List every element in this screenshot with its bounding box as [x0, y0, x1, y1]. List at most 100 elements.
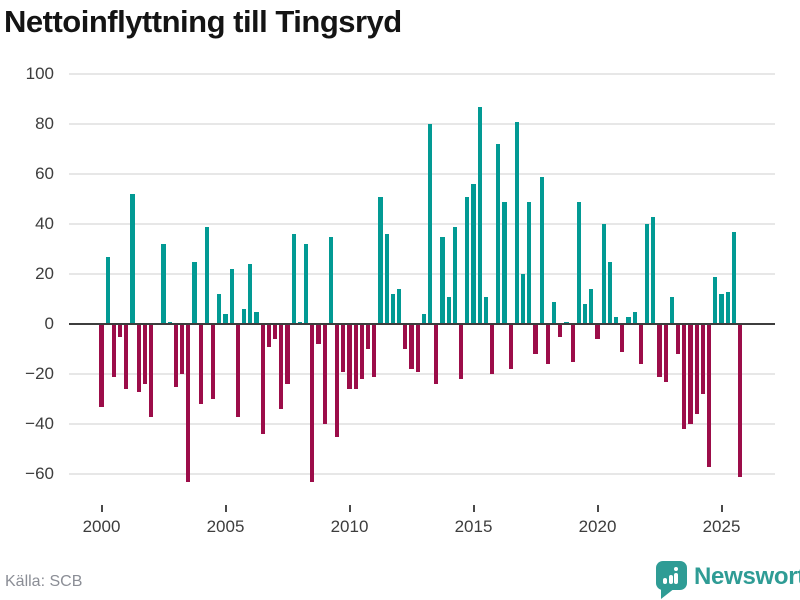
positive-bar: [731, 231, 737, 324]
gridline: [69, 473, 775, 475]
negative-bar: [365, 324, 371, 349]
negative-bar: [285, 324, 290, 384]
negative-bar: [415, 324, 420, 372]
negative-bar: [700, 324, 706, 394]
y-axis-tick-label: −40: [25, 414, 54, 433]
x-axis-tick-label: 2015: [454, 517, 493, 536]
positive-bar: [725, 291, 730, 324]
negative-bar: [272, 324, 278, 339]
positive-bar: [303, 244, 309, 324]
gridline: [69, 423, 775, 425]
negative-bar: [409, 324, 414, 369]
positive-bar: [589, 289, 594, 324]
negative-bar: [266, 324, 272, 347]
negative-bar: [279, 324, 284, 409]
negative-bar: [675, 324, 681, 354]
positive-bar: [582, 304, 588, 324]
positive-bar: [254, 311, 259, 324]
negative-bar: [663, 324, 668, 382]
positive-bar: [130, 194, 135, 324]
y-axis-tick-label: 0: [44, 314, 54, 333]
negative-bar: [310, 324, 315, 482]
negative-bar: [316, 324, 321, 344]
positive-bar: [719, 294, 724, 324]
positive-bar: [452, 226, 458, 324]
positive-bar: [465, 196, 470, 324]
negative-bar: [489, 324, 495, 374]
positive-bar: [477, 106, 482, 324]
x-axis-tick: [100, 505, 103, 512]
negative-bar: [570, 324, 575, 362]
positive-bar: [626, 316, 631, 324]
positive-bar: [328, 236, 334, 324]
positive-bar: [613, 316, 619, 324]
positive-bar: [291, 234, 296, 324]
positive-bar: [644, 224, 650, 324]
positive-bar: [217, 294, 222, 324]
negative-bar: [173, 324, 179, 387]
positive-bar: [607, 261, 613, 324]
positive-bar: [297, 321, 303, 324]
negative-bar: [186, 324, 191, 482]
positive-bar: [502, 201, 507, 324]
positive-bar: [520, 274, 526, 324]
gridline: [69, 223, 775, 225]
gridline: [69, 73, 775, 75]
bar-chart: 100 80 60 40 20 0 −20 −40 −60 2000 2005 2010 2015 202…: [25, 64, 775, 536]
positive-bar: [713, 276, 718, 324]
x-axis-tick: [348, 505, 351, 512]
negative-bar: [682, 324, 687, 429]
positive-bar: [384, 234, 389, 324]
negative-bar: [359, 324, 365, 379]
positive-bar: [539, 176, 544, 324]
x-axis-tick-label: 2000: [82, 517, 121, 536]
positive-bar: [229, 269, 234, 324]
negative-bar: [111, 324, 117, 377]
positive-bar: [241, 309, 247, 324]
positive-bar: [471, 184, 476, 324]
negative-bar: [124, 324, 129, 389]
chart-title: Nettoinflyttning till Tingsryd: [4, 4, 402, 39]
x-axis-tick: [596, 505, 599, 512]
newsworthy-logo: Newsworthy: [656, 561, 800, 600]
positive-bar: [632, 311, 637, 324]
negative-bar: [620, 324, 625, 352]
positive-bar: [396, 289, 402, 324]
negative-bar: [706, 324, 712, 467]
gridline: [69, 123, 775, 125]
positive-bar: [651, 216, 656, 324]
y-axis-tick-label: 80: [35, 114, 54, 133]
gridline: [69, 273, 775, 275]
negative-bar: [638, 324, 644, 364]
speech-bubble-bar-chart-icon: [656, 561, 687, 590]
zero-axis-line: [69, 323, 775, 325]
negative-bar: [533, 324, 538, 354]
gridline: [69, 173, 775, 175]
negative-bar: [334, 324, 340, 437]
logo-exclamation-dot: [674, 567, 679, 571]
negative-bar: [545, 324, 551, 364]
gridline: [69, 373, 775, 375]
negative-bar: [341, 324, 346, 372]
positive-bar: [669, 296, 675, 324]
y-axis-tick-label: 60: [35, 164, 54, 183]
y-axis-tick-label: −20: [25, 364, 54, 383]
positive-bar: [192, 261, 197, 324]
negative-bar: [657, 324, 662, 377]
source-label: Källa: SCB: [5, 573, 83, 590]
negative-bar: [260, 324, 265, 434]
positive-bar: [390, 294, 396, 324]
negative-bar: [148, 324, 154, 417]
negative-bar: [235, 324, 241, 417]
x-axis-tick-label: 2010: [330, 517, 369, 536]
negative-bar: [136, 324, 141, 392]
positive-bar: [601, 224, 606, 324]
positive-bar: [514, 121, 520, 324]
negative-bar: [117, 324, 123, 337]
negative-bar: [322, 324, 327, 424]
x-axis-tick: [720, 505, 723, 512]
negative-bar: [434, 324, 439, 384]
positive-bar: [378, 196, 383, 324]
positive-bar: [564, 321, 569, 324]
positive-bar: [440, 236, 445, 324]
